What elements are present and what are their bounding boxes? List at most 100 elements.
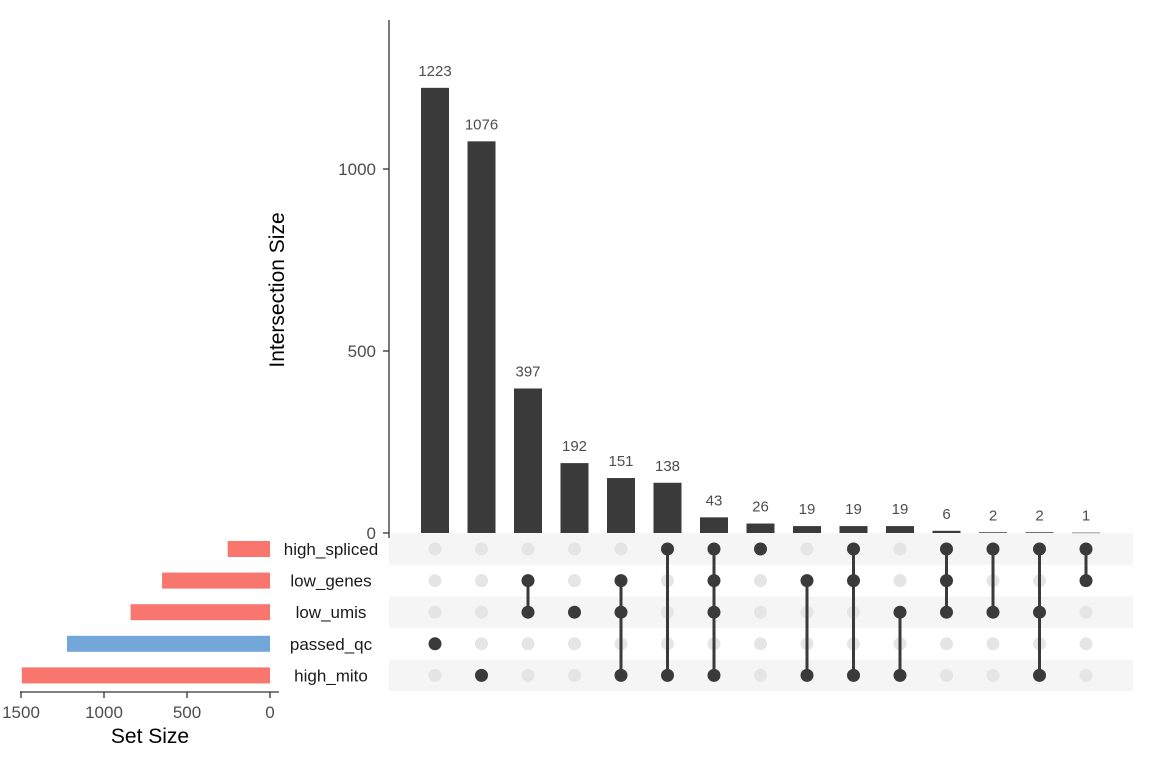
matrix-dot-inactive [428,668,442,682]
set-label-high_mito: high_mito [294,666,368,685]
matrix-dot-inactive [428,605,442,619]
matrix-dot-inactive [475,574,488,588]
matrix-dot-inactive [940,637,953,651]
set-size-bar-low_umis [130,604,270,621]
matrix-dot-inactive [568,574,581,588]
matrix-dot-inactive [428,574,442,588]
matrix-dot-inactive [568,542,581,556]
matrix-dot-active [1079,542,1093,556]
matrix-dot-active [475,668,488,682]
matrix-dot-active [661,542,674,556]
intersection-bar [560,463,589,533]
matrix-dot-inactive [568,637,581,651]
intersection-bar [979,532,1007,533]
matrix-dot-inactive [800,542,814,556]
matrix-dot-active [707,542,721,556]
intersection-bar-label: 138 [655,458,680,475]
intersection-bar [746,523,775,533]
matrix-dot-active [521,574,535,588]
intersection-bar [793,526,821,533]
matrix-dot-inactive [754,668,767,682]
matrix-dot-inactive [754,605,767,619]
matrix-dot-active [847,668,860,682]
matrix-dot-inactive [893,542,907,556]
matrix-dot-active [754,542,767,556]
intersection-bar-label: 2 [989,507,997,524]
set-axis-tick-label: 1000 [85,703,123,722]
intersection-bar [839,526,868,533]
matrix-dot-inactive [940,668,953,682]
matrix-dot-inactive [1079,605,1093,619]
matrix-dot-active [940,605,953,619]
set-size-bars [21,541,271,684]
intersection-bar-label: 19 [799,501,816,518]
matrix-dot-active [1033,542,1046,556]
matrix-dot-active [847,574,860,588]
intersection-bar-label: 2 [1035,507,1043,524]
matrix-dot-active [986,605,1000,619]
intersection-bar-label: 19 [892,501,909,518]
intersection-bar [514,388,542,533]
matrix-dot-active [614,668,628,682]
y-tick-label: 0 [367,524,376,543]
intersection-bar [467,141,496,533]
matrix-dot-active [847,542,860,556]
y-tick-label: 500 [348,342,376,361]
matrix-dot-active [707,668,721,682]
set-axis-tick-label: 1500 [2,703,40,722]
intersection-bar [653,482,682,533]
matrix-dot-active [428,637,442,651]
matrix-dot-inactive [521,668,535,682]
matrix-dot-active [568,605,581,619]
matrix-dot-active [1033,668,1046,682]
matrix-dot-inactive [986,668,1000,682]
intersection-size-axis: 0 500 1000 [338,20,390,543]
set-size-bar-low_genes [162,572,270,589]
intersection-bars: 1223 1076 397 192 151 138 43 26 19 19 19 6 2 2 1 [418,63,1100,534]
set-labels: high_spliced low_genes low_umis passed_qchi… [284,540,379,685]
intersection-bar [607,478,635,533]
intersection-bar-label: 397 [515,363,540,380]
set-axis-tick-label: 0 [265,703,274,722]
matrix-dot-inactive [1079,668,1093,682]
set-size-bar-high_spliced [227,541,270,557]
intersection-bar-label: 43 [706,492,723,509]
matrix-dot-active [893,668,907,682]
matrix-dot-inactive [754,637,767,651]
intersection-bar-label: 26 [752,499,769,516]
matrix-dot-active [986,542,1000,556]
set-size-bar-high_mito [21,667,270,684]
set-label-high_spliced: high_spliced [284,540,379,559]
y-axis-title: Intersection Size [266,212,289,367]
intersection-bar-label: 6 [942,506,950,523]
matrix-dot-inactive [521,637,535,651]
set-label-low_genes: low_genes [290,572,371,591]
matrix-dot-active [1033,605,1046,619]
intersection-bar-label: 192 [562,438,587,455]
set-size-axis: 1500 1000 500 0 [2,691,279,722]
matrix-dot-active [1079,574,1093,588]
matrix-dot-inactive [614,542,628,556]
matrix-dot-inactive [893,574,907,588]
intersection-bar [700,517,728,533]
matrix-dot-active [800,574,814,588]
intersection-bar [1072,532,1100,534]
matrix-dot-active [940,542,953,556]
matrix-dot-inactive [754,574,767,588]
matrix-dot-active [800,668,814,682]
y-tick-label: 1000 [338,160,376,179]
intersection-bar-label: 1076 [465,116,498,133]
matrix-dot-inactive [1079,637,1093,651]
matrix-dot-active [521,605,535,619]
intersection-bar-label: 1 [1082,508,1090,525]
intersection-bar [1025,532,1054,533]
set-label-passed_qc: passed_qc [290,635,373,654]
matrix-dot-inactive [475,637,488,651]
set-size-bar-passed_qc [66,635,271,652]
matrix-dot-active [707,574,721,588]
intersection-bar-label: 19 [845,501,862,518]
matrix-dot-inactive [521,542,535,556]
set-label-low_umis: low_umis [296,603,367,622]
set-axis-title: Set Size [111,725,189,748]
